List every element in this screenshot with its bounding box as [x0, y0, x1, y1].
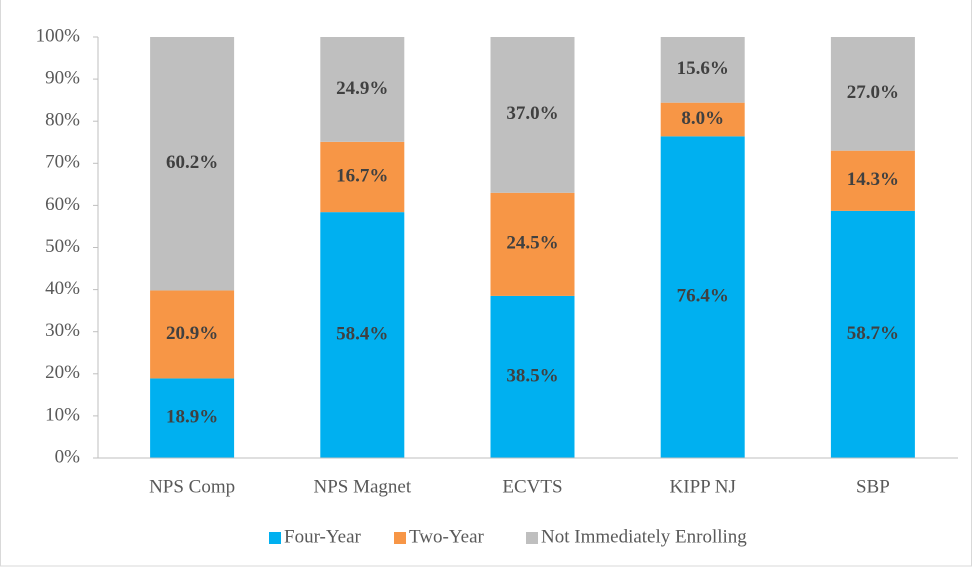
data-label: 24.9% [336, 78, 388, 99]
bar-segment [660, 136, 745, 458]
bar-segment [830, 150, 915, 211]
x-tick-label: SBP [856, 476, 890, 497]
data-label: 58.7% [847, 323, 899, 344]
bar-segment [490, 192, 575, 296]
bar-segment [490, 37, 575, 193]
y-tick-label: 30% [45, 320, 80, 341]
bar-segment [830, 210, 915, 458]
y-tick-label: 70% [45, 152, 80, 173]
legend-swatch [269, 532, 281, 544]
legend-swatch [394, 532, 406, 544]
data-label: 18.9% [166, 407, 218, 428]
data-label: 27.0% [847, 82, 899, 103]
bar-segment [660, 37, 745, 103]
bar-segment [320, 212, 405, 458]
x-tick-label: NPS Magnet [313, 476, 411, 497]
bar-segment [660, 102, 745, 137]
y-tick-label: 80% [45, 110, 80, 131]
bar-segment [150, 37, 235, 291]
data-label: 8.0% [681, 108, 724, 129]
y-tick-label: 50% [45, 236, 80, 257]
legend-swatch [526, 532, 538, 544]
x-tick-label: ECVTS [502, 476, 562, 497]
y-tick-label: 90% [45, 67, 80, 88]
bar-segment [830, 37, 915, 151]
data-label: 38.5% [506, 365, 558, 386]
bar-segment [320, 37, 405, 142]
data-label: 60.2% [166, 152, 218, 173]
data-label: 14.3% [847, 169, 899, 190]
data-label: 37.0% [506, 103, 558, 124]
y-tick-label: 60% [45, 194, 80, 215]
legend-label: Four-Year [284, 526, 362, 547]
bar-segment [150, 378, 235, 458]
x-tick-label: KIPP NJ [670, 476, 736, 497]
legend-label: Two-Year [409, 526, 485, 547]
y-tick-label: 0% [55, 446, 81, 467]
data-label: 58.4% [336, 323, 388, 344]
x-tick-label: NPS Comp [149, 476, 235, 497]
y-tick-label: 10% [45, 404, 80, 425]
y-tick-label: 20% [45, 362, 80, 383]
legend-label: Not Immediately Enrolling [541, 526, 747, 547]
y-tick-label: 40% [45, 278, 80, 299]
data-label: 24.5% [506, 233, 558, 254]
y-tick-label: 100% [36, 25, 81, 46]
data-label: 20.9% [166, 323, 218, 344]
data-label: 16.7% [336, 165, 388, 186]
bar-segment [490, 295, 575, 458]
bar-segment [320, 141, 405, 213]
data-label: 15.6% [677, 58, 729, 79]
data-label: 76.4% [677, 286, 729, 307]
bar-segment [150, 290, 235, 379]
